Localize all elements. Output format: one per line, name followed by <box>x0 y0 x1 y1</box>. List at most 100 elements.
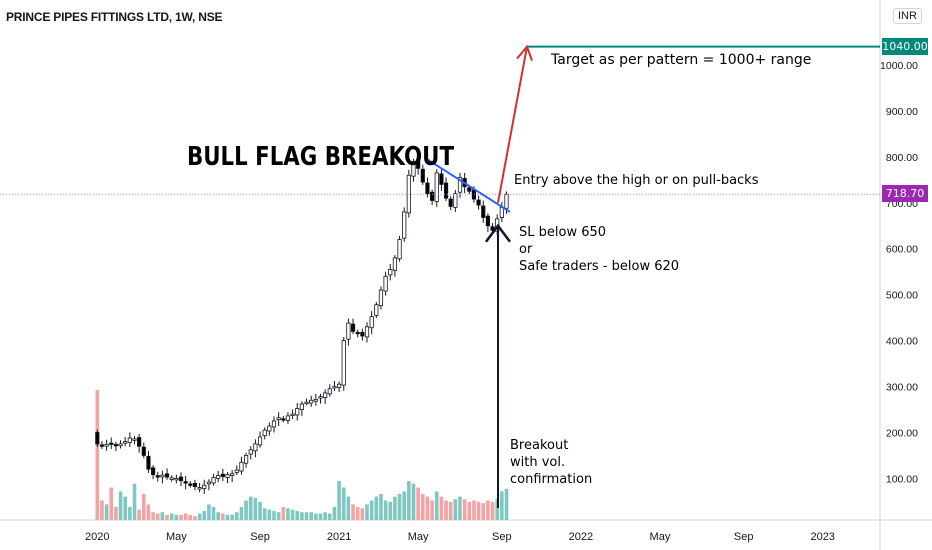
volume-bar <box>230 514 234 520</box>
volume-bar <box>104 504 109 520</box>
volume-bar <box>430 500 434 520</box>
candle-body <box>499 206 504 218</box>
candle-body <box>104 443 109 447</box>
volume-bar <box>118 491 123 520</box>
volume-bar <box>490 501 495 520</box>
candle-body <box>453 193 458 208</box>
volume-bar <box>379 494 383 520</box>
volume-bar <box>281 507 286 520</box>
candle-body <box>369 316 374 329</box>
candle-body <box>257 436 263 446</box>
target-annotation: Target as per pattern = 1000+ range <box>551 52 812 68</box>
candle-body <box>113 443 118 447</box>
volume-bar <box>444 500 448 520</box>
currency-button[interactable]: INR <box>893 8 922 24</box>
volume-bar <box>416 487 420 520</box>
volume-bar <box>146 504 151 520</box>
breakout-annotation-line-2: with vol. <box>510 455 566 470</box>
candle-body <box>425 182 430 195</box>
x-tick-label: Sep <box>492 531 512 543</box>
volume-bar <box>248 496 253 520</box>
volume-bar <box>160 512 165 520</box>
candle-body <box>202 484 207 489</box>
target-arrow-head <box>516 44 533 61</box>
candle-body <box>350 323 356 332</box>
candle-body <box>127 437 132 443</box>
sl-annotation-line-3: Safe traders - below 620 <box>519 259 680 274</box>
volume-bar <box>216 512 220 520</box>
volume-bar <box>309 512 313 520</box>
candle-body <box>318 396 323 399</box>
volume-bar <box>411 483 416 520</box>
sl-annotation-line-1: SL below 650 <box>519 225 607 240</box>
x-tick-label: May <box>408 531 429 543</box>
candle-body <box>271 420 277 428</box>
volume-bar <box>253 497 258 520</box>
candle-body <box>234 469 239 473</box>
volume-bar <box>174 514 179 520</box>
candle-body <box>206 481 211 485</box>
y-tick-label: 1000.00 <box>880 60 918 72</box>
candle-body <box>155 475 160 478</box>
volume-bar <box>276 512 281 520</box>
volume-bar <box>211 507 216 520</box>
volume-bar <box>500 491 504 520</box>
last-price-label: 718.70 <box>882 185 928 203</box>
candle-body <box>285 415 291 421</box>
candle-body <box>95 432 100 445</box>
volume-bar <box>225 514 230 520</box>
candle-body <box>197 487 202 490</box>
candle-body <box>471 189 477 200</box>
candle-body <box>402 211 407 239</box>
candle-body <box>467 187 472 192</box>
volume-bar <box>486 500 490 520</box>
candle-body <box>123 441 128 444</box>
volume-bar <box>100 500 104 520</box>
volume-bar <box>304 512 309 520</box>
candle-body <box>109 442 114 445</box>
candle-body <box>332 386 337 389</box>
candle-body <box>341 340 346 386</box>
x-tick-label: 2023 <box>810 531 834 543</box>
candle-body <box>239 461 244 472</box>
candle-body <box>374 304 379 316</box>
volume-bar <box>374 496 379 520</box>
target-arrow <box>497 46 528 203</box>
candle-body <box>327 388 332 395</box>
candle-body <box>281 418 286 421</box>
volume-bar <box>476 501 481 520</box>
candle-body <box>355 331 360 335</box>
volume-bar <box>300 512 304 520</box>
candle-body <box>183 481 188 484</box>
candle-body <box>397 239 402 260</box>
volume-bar <box>155 513 160 520</box>
candle-body <box>476 199 481 206</box>
y-tick-label: 400.00 <box>886 336 918 348</box>
volume-bar <box>434 491 439 520</box>
chart-drawings <box>0 44 880 508</box>
candle-body <box>504 193 509 209</box>
volume-bar <box>407 481 411 520</box>
candle-body <box>276 417 281 420</box>
candle-body <box>313 398 318 402</box>
candle-body <box>443 182 449 199</box>
volume-bar <box>323 512 327 520</box>
x-tick-label: Sep <box>734 531 754 543</box>
candle-body <box>490 226 495 231</box>
y-tick-label: 900.00 <box>886 106 918 118</box>
volume-bar <box>360 508 365 520</box>
volume-bar <box>207 504 211 520</box>
candle-body <box>309 399 314 404</box>
x-tick-label: 2021 <box>327 531 351 543</box>
volume-bar <box>262 508 267 520</box>
volume-bar <box>267 509 272 520</box>
candle-body <box>248 449 253 455</box>
volume-bar <box>169 513 174 520</box>
candle-body <box>392 257 398 271</box>
candle-body <box>388 268 393 276</box>
candle-body <box>439 173 444 185</box>
candle-body <box>448 198 453 207</box>
y-tick-label: 800.00 <box>886 152 918 164</box>
